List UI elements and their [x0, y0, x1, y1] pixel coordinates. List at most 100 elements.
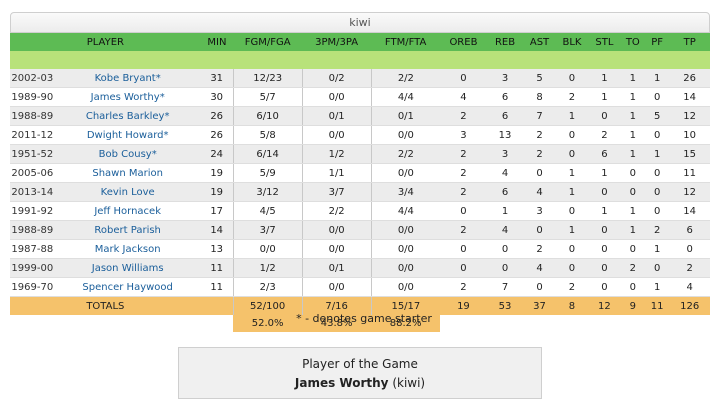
stat-tp3: 0/0	[301, 220, 372, 240]
ft-percentage: 88.2%	[371, 315, 441, 332]
col-header-ast[interactable]: AST	[523, 33, 556, 51]
stat-blk: 0	[555, 69, 589, 88]
stat-to: 0	[620, 239, 645, 259]
percentages-row: 52.0% 43.8% 88.2%	[10, 315, 710, 332]
stat-stl: 1	[588, 69, 621, 88]
col-header-tp[interactable]: TP	[669, 33, 710, 51]
stat-min: 26	[200, 125, 234, 145]
player-name-link[interactable]: Jeff Hornacek	[54, 201, 201, 221]
col-header-min[interactable]: MIN	[200, 33, 234, 51]
stat-ast: 0	[523, 220, 556, 240]
totals-oreb: 19	[440, 296, 487, 315]
stat-stl: 1	[588, 163, 621, 183]
stat-to: 0	[620, 163, 645, 183]
player-name-link[interactable]: Bob Cousy*	[54, 144, 201, 164]
stat-min: 19	[200, 182, 234, 202]
player-name-link[interactable]: Mark Jackson	[54, 239, 201, 259]
stat-reb: 13	[486, 125, 524, 145]
table-row: 1999-00 Jason Williams 11 1/2 0/1 0/0 0 0 4 0 0 2 0 2	[10, 258, 710, 278]
stat-ast: 2	[523, 144, 556, 164]
box-score-table: PLAYER MIN FGM/FGA 3PM/3PA FTM/FTA OREB …	[10, 33, 710, 332]
table-row: 2011-12 Dwight Howard* 26 5/8 0/0 0/0 3 13 2 0 2 1 0…	[10, 125, 710, 145]
table-row: 1988-89 Robert Parish 14 3/7 0/0 0/0 2 4 0 1 0 1 2 6	[10, 220, 710, 240]
col-header-3p[interactable]: 3PM/3PA	[302, 33, 372, 51]
stat-ft: 0/0	[370, 163, 441, 183]
stat-ft: 2/2	[370, 144, 441, 164]
stat-tp3: 3/7	[301, 182, 372, 202]
stat-reb: 7	[486, 277, 524, 297]
stat-ast: 2	[523, 239, 556, 259]
stat-oreb: 2	[440, 144, 487, 164]
col-header-oreb[interactable]: OREB	[440, 33, 487, 51]
stat-pf: 0	[644, 87, 670, 107]
stat-ft: 3/4	[370, 182, 441, 202]
col-header-ft[interactable]: FTM/FTA	[371, 33, 441, 51]
totals-blk: 8	[555, 296, 589, 315]
stat-ft: 0/0	[370, 125, 441, 145]
player-name-link[interactable]: Spencer Haywood	[54, 277, 201, 297]
player-name-link[interactable]: Dwight Howard*	[54, 125, 201, 145]
col-header-to[interactable]: TO	[620, 33, 645, 51]
stat-stl: 0	[588, 258, 621, 278]
stat-oreb: 4	[440, 87, 487, 107]
stat-fg: 6/14	[232, 144, 303, 164]
stat-pts: 12	[669, 182, 710, 202]
stat-tp3: 0/1	[301, 106, 372, 126]
stat-ft: 2/2	[370, 69, 441, 88]
season-year: 1969-70	[10, 277, 55, 297]
player-name-link[interactable]: Robert Parish	[54, 220, 201, 240]
col-header-reb[interactable]: REB	[486, 33, 524, 51]
stat-pf: 1	[644, 239, 670, 259]
stat-fg: 5/8	[232, 125, 303, 145]
stat-pts: 15	[669, 144, 710, 164]
stat-reb: 3	[486, 144, 524, 164]
stat-ft: 0/0	[370, 258, 441, 278]
stat-to: 1	[620, 106, 645, 126]
stat-ft: 0/0	[370, 239, 441, 259]
player-of-the-game-box: Player of the Game James Worthy (kiwi)	[178, 347, 542, 399]
stat-oreb: 2	[440, 182, 487, 202]
stat-stl: 0	[588, 277, 621, 297]
player-name-link[interactable]: Kevin Love	[54, 182, 201, 202]
totals-row: TOTALS 52/100 7/16 15/17 19 53 37 8 12 9…	[10, 296, 710, 315]
player-name-link[interactable]: Kobe Bryant*	[54, 69, 201, 88]
stat-fg: 5/7	[232, 87, 303, 107]
potg-player-name[interactable]: James Worthy	[294, 376, 389, 390]
stat-min: 19	[200, 163, 234, 183]
stat-oreb: 2	[440, 163, 487, 183]
stat-stl: 6	[588, 144, 621, 164]
potg-title: Player of the Game	[302, 357, 418, 371]
stat-ft: 0/1	[370, 106, 441, 126]
player-name-link[interactable]: James Worthy*	[54, 87, 201, 107]
totals-label: TOTALS	[10, 296, 201, 315]
totals-to: 9	[620, 296, 645, 315]
stat-tp3: 0/1	[301, 258, 372, 278]
player-name-link[interactable]: Jason Williams	[54, 258, 201, 278]
potg-winner: James Worthy (kiwi)	[179, 376, 541, 390]
stat-ast: 7	[523, 106, 556, 126]
col-header-player[interactable]: PLAYER	[10, 33, 201, 51]
totals-ast: 37	[523, 296, 556, 315]
season-year: 1991-92	[10, 201, 55, 221]
col-header-fg[interactable]: FGM/FGA	[233, 33, 303, 51]
stat-blk: 0	[555, 258, 589, 278]
stat-blk: 1	[555, 163, 589, 183]
stat-ft: 0/0	[370, 220, 441, 240]
stat-to: 2	[620, 258, 645, 278]
table-row: 2002-03 Kobe Bryant* 31 12/23 0/2 2/2 0 3 5 0 1 1 1 2…	[10, 69, 710, 88]
col-header-stl[interactable]: STL	[588, 33, 621, 51]
col-header-pf[interactable]: PF	[644, 33, 670, 51]
player-name-link[interactable]: Shawn Marion	[54, 163, 201, 183]
stat-oreb: 0	[440, 69, 487, 88]
col-header-blk[interactable]: BLK	[555, 33, 589, 51]
stat-fg: 0/0	[232, 239, 303, 259]
table-row: 2005-06 Shawn Marion 19 5/9 1/1 0/0 2 4 0 1 1 0 0 11	[10, 163, 710, 183]
stat-blk: 1	[555, 182, 589, 202]
season-year: 2011-12	[10, 125, 55, 145]
season-year: 1951-52	[10, 144, 55, 164]
table-row: 1988-89 Charles Barkley* 26 6/10 0/1 0/1 2 6 7 1 0…	[10, 106, 710, 126]
stat-pts: 12	[669, 106, 710, 126]
stat-tp3: 0/0	[301, 277, 372, 297]
player-name-link[interactable]: Charles Barkley*	[54, 106, 201, 126]
stat-reb: 6	[486, 106, 524, 126]
